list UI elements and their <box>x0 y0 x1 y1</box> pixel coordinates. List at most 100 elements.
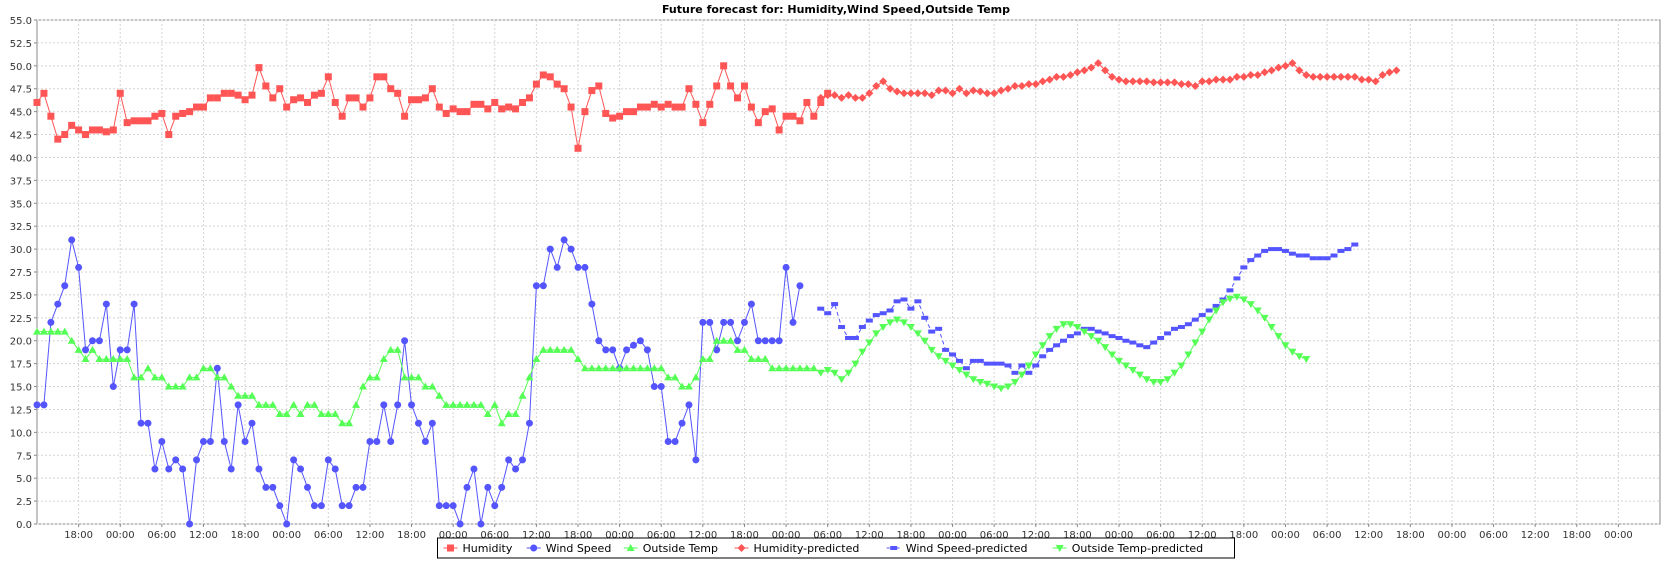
data-point <box>185 373 194 381</box>
data-point <box>602 346 610 354</box>
data-point <box>373 73 381 81</box>
data-point <box>1219 75 1228 84</box>
data-point <box>1031 351 1040 359</box>
data-point <box>754 337 762 345</box>
data-point <box>574 144 582 152</box>
data-point <box>858 324 866 329</box>
data-point <box>893 299 901 304</box>
axes: 0.0 2.5 5.0 7.5 10.0 12.5 15.0 17.5 20.0 22.5 25.0… <box>10 16 1633 541</box>
data-point <box>532 80 540 88</box>
data-point <box>82 131 90 139</box>
data-point <box>1239 72 1248 81</box>
data-point <box>130 373 139 381</box>
data-point <box>109 383 117 391</box>
data-point <box>1046 347 1054 352</box>
data-point <box>463 400 472 408</box>
data-point <box>130 300 138 308</box>
x-tick-label: 06:00 <box>147 530 176 541</box>
data-point <box>1087 333 1096 341</box>
data-point <box>886 308 894 313</box>
data-point <box>990 361 998 366</box>
data-point <box>623 108 631 116</box>
data-point <box>1309 256 1317 261</box>
data-point <box>1018 363 1026 368</box>
data-point <box>948 362 957 370</box>
data-point <box>761 337 769 345</box>
data-point <box>734 337 742 345</box>
y-tick-label: 37.5 <box>10 176 32 187</box>
data-point <box>130 117 138 125</box>
data-point <box>61 282 69 290</box>
data-point <box>754 119 762 127</box>
data-point <box>165 131 173 139</box>
x-tick-label: 18:00 <box>231 530 260 541</box>
data-point <box>1122 338 1130 343</box>
data-point <box>595 337 603 345</box>
data-point <box>324 456 332 464</box>
data-point <box>1059 72 1068 81</box>
x-tick-label: 00:00 <box>1438 530 1467 541</box>
data-point <box>1156 378 1165 386</box>
data-point <box>179 109 187 117</box>
data-point <box>400 373 409 381</box>
data-point <box>532 355 541 363</box>
data-point <box>622 364 631 372</box>
data-point <box>837 93 846 102</box>
data-point <box>46 327 55 335</box>
y-tick-label: 55.0 <box>10 16 32 27</box>
series-humidity <box>33 62 832 152</box>
data-point <box>629 341 637 349</box>
data-point <box>615 364 624 372</box>
data-point <box>872 81 881 90</box>
data-point <box>837 376 846 384</box>
data-point <box>74 345 83 353</box>
legend-label: Outside Temp <box>643 542 718 555</box>
data-point <box>1254 253 1262 258</box>
data-point <box>567 245 575 253</box>
data-point <box>802 364 811 372</box>
data-point <box>456 108 464 116</box>
legend-marker <box>737 544 746 552</box>
data-point <box>920 89 929 98</box>
data-point <box>650 100 658 108</box>
data-point <box>254 400 263 408</box>
data-point <box>1149 378 1158 386</box>
data-point <box>1101 66 1110 75</box>
legend-label: Outside Temp-predicted <box>1072 542 1203 555</box>
data-point <box>372 373 381 381</box>
data-point <box>144 419 152 427</box>
data-point <box>359 103 367 111</box>
data-point <box>1025 370 1033 375</box>
data-point <box>955 84 964 93</box>
legend-item: Outside Temp-predicted <box>1052 542 1203 555</box>
data-point <box>67 336 76 344</box>
data-point <box>838 324 846 329</box>
legend-item: Wind Speed <box>526 542 611 555</box>
y-tick-label: 52.5 <box>10 39 32 50</box>
y-tick-label: 40.0 <box>10 153 32 164</box>
data-point <box>775 364 784 372</box>
data-point <box>262 483 270 491</box>
data-point <box>830 369 839 377</box>
data-point <box>227 382 236 390</box>
data-point <box>498 105 506 113</box>
data-point <box>477 520 485 528</box>
data-point <box>803 98 811 106</box>
data-point <box>595 82 603 90</box>
y-tick-label: 15.0 <box>10 383 32 394</box>
data-point <box>1053 343 1061 348</box>
data-point <box>331 98 339 106</box>
data-point <box>241 391 250 399</box>
data-point <box>491 502 499 510</box>
data-point <box>1225 75 1234 84</box>
data-point <box>1288 251 1296 256</box>
data-point <box>68 121 76 129</box>
data-point <box>456 400 465 408</box>
data-point <box>331 410 340 418</box>
data-point <box>525 94 533 102</box>
data-point <box>505 103 513 111</box>
data-point <box>186 108 194 116</box>
series-wind-speed <box>33 236 804 528</box>
data-point <box>601 364 610 372</box>
data-point <box>1039 354 1047 359</box>
